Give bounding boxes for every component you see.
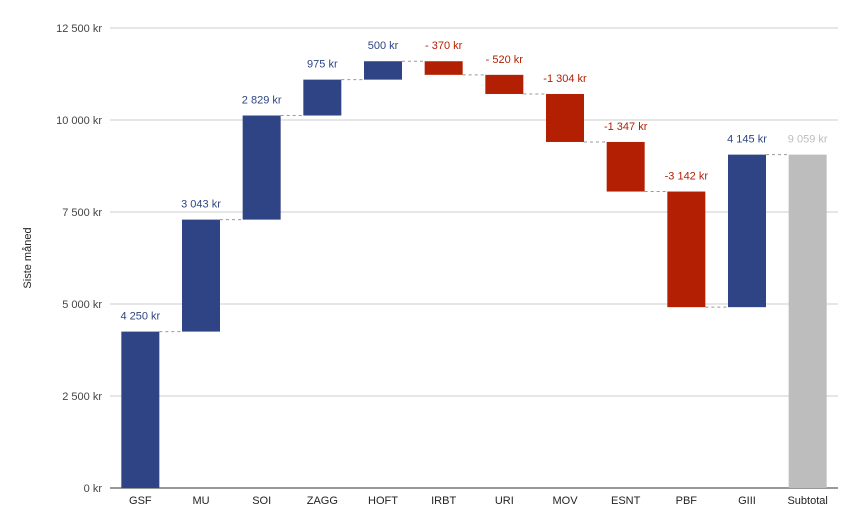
data-label: 4 250 kr (120, 311, 160, 323)
x-tick-label: PBF (676, 495, 698, 507)
bar-mu (182, 219, 220, 332)
y-tick-label: 5 000 kr (62, 299, 102, 311)
x-tick-label: HOFT (368, 495, 398, 507)
x-tick-label: SOI (252, 495, 271, 507)
x-tick-label: IRBT (431, 495, 456, 507)
data-label: 9 059 kr (788, 134, 828, 146)
x-tick-label: URI (495, 495, 514, 507)
x-tick-label: GIII (738, 495, 756, 507)
gridlines (110, 27, 838, 489)
connector-lines (159, 60, 789, 333)
bar-subtotal (788, 154, 827, 489)
x-tick-label: GSF (129, 495, 152, 507)
data-label: 3 043 kr (181, 199, 221, 211)
data-label: 500 kr (368, 40, 399, 52)
bar-hoft (364, 61, 402, 80)
data-label: - 520 kr (486, 54, 524, 66)
data-label: 975 kr (307, 59, 338, 71)
data-label: -3 142 kr (665, 171, 709, 183)
data-label: - 370 kr (425, 40, 463, 52)
data-labels: 4 250 kr 3 043 kr 2 829 kr 975 kr 500 kr - 37… (120, 40, 827, 322)
bar-irbt (424, 61, 463, 75)
y-tick-label: 7 500 kr (62, 207, 102, 219)
data-label: -1 347 kr (604, 121, 648, 133)
bar-esnt (606, 141, 645, 192)
data-label: -1 304 kr (543, 73, 587, 85)
y-tick-label: 0 kr (84, 483, 103, 495)
x-tick-label: Subtotal (787, 495, 827, 507)
bar-giii (728, 154, 766, 308)
x-tick-label: ESNT (611, 495, 641, 507)
x-tick-label: MU (192, 495, 209, 507)
x-tick-label: ZAGG (307, 495, 338, 507)
axes: 0 kr 2 500 kr 5 000 kr 7 500 kr 10 000 kr 12 … (56, 23, 828, 507)
bar-uri (485, 74, 524, 94)
bar-soi (242, 115, 281, 220)
y-tick-label: 12 500 kr (56, 23, 102, 35)
bars (121, 61, 827, 489)
bar-mov (546, 93, 584, 142)
data-label: 4 145 kr (727, 134, 767, 146)
bar-pbf (667, 191, 706, 308)
y-tick-label: 10 000 kr (56, 115, 102, 127)
y-axis-title: Siste måned (22, 227, 34, 288)
data-label: 2 829 kr (242, 95, 282, 107)
y-tick-label: 2 500 kr (62, 391, 102, 403)
bar-zagg (303, 79, 342, 116)
x-tick-label: MOV (552, 495, 578, 507)
bar-gsf (121, 331, 160, 488)
